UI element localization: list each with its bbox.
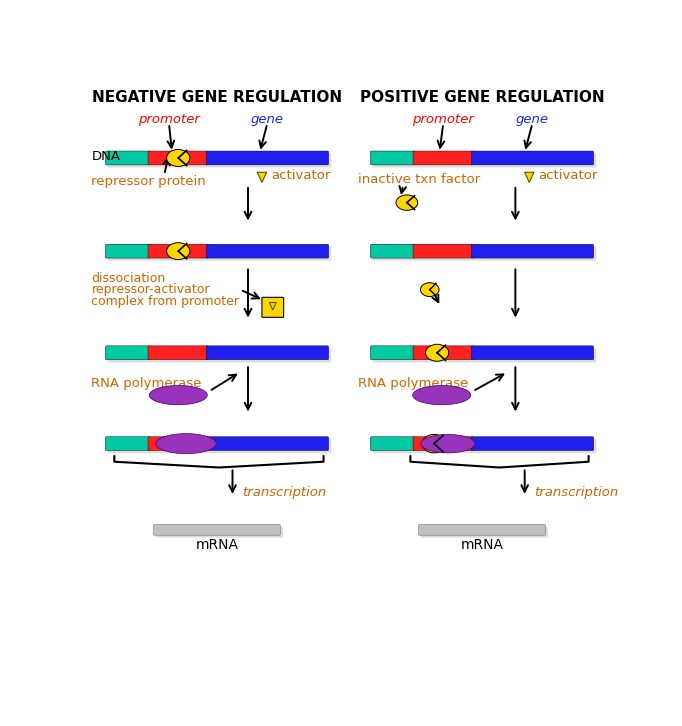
FancyBboxPatch shape xyxy=(206,346,329,359)
FancyBboxPatch shape xyxy=(153,524,280,535)
FancyBboxPatch shape xyxy=(471,437,593,451)
Ellipse shape xyxy=(149,386,207,405)
FancyBboxPatch shape xyxy=(413,151,473,165)
Text: transcription: transcription xyxy=(242,486,326,499)
Text: repressor protein: repressor protein xyxy=(91,174,206,187)
FancyBboxPatch shape xyxy=(148,346,209,359)
FancyBboxPatch shape xyxy=(471,151,593,165)
FancyBboxPatch shape xyxy=(419,524,546,535)
FancyBboxPatch shape xyxy=(106,346,150,359)
Text: transcription: transcription xyxy=(534,486,618,499)
Ellipse shape xyxy=(421,434,475,453)
FancyBboxPatch shape xyxy=(107,348,331,362)
Polygon shape xyxy=(257,172,267,182)
FancyBboxPatch shape xyxy=(106,437,150,451)
Ellipse shape xyxy=(426,344,449,362)
FancyBboxPatch shape xyxy=(370,346,415,359)
Ellipse shape xyxy=(413,386,471,405)
FancyBboxPatch shape xyxy=(421,527,548,537)
Text: inactive txn factor: inactive txn factor xyxy=(358,173,480,186)
Text: repressor-activator: repressor-activator xyxy=(91,283,210,296)
FancyBboxPatch shape xyxy=(372,348,596,362)
FancyBboxPatch shape xyxy=(262,298,284,317)
Text: complex from promoter: complex from promoter xyxy=(91,295,239,308)
Ellipse shape xyxy=(420,282,439,296)
FancyBboxPatch shape xyxy=(107,153,331,168)
Ellipse shape xyxy=(396,195,418,211)
FancyBboxPatch shape xyxy=(413,244,473,258)
Polygon shape xyxy=(524,172,534,182)
Ellipse shape xyxy=(166,242,190,260)
Text: NEGATIVE GENE REGULATION: NEGATIVE GENE REGULATION xyxy=(92,89,342,105)
Text: POSITIVE GENE REGULATION: POSITIVE GENE REGULATION xyxy=(359,89,604,105)
FancyBboxPatch shape xyxy=(413,437,473,451)
Text: dissociation: dissociation xyxy=(91,272,166,285)
Ellipse shape xyxy=(155,433,216,454)
FancyBboxPatch shape xyxy=(372,246,596,261)
FancyBboxPatch shape xyxy=(148,151,209,165)
Text: mRNA: mRNA xyxy=(460,538,503,552)
FancyBboxPatch shape xyxy=(372,153,596,168)
Text: promoter: promoter xyxy=(413,113,474,126)
Text: gene: gene xyxy=(516,113,549,126)
Text: gene: gene xyxy=(251,113,284,126)
FancyBboxPatch shape xyxy=(471,346,593,359)
FancyBboxPatch shape xyxy=(148,437,209,451)
FancyBboxPatch shape xyxy=(148,244,209,258)
FancyBboxPatch shape xyxy=(107,246,331,261)
Text: promoter: promoter xyxy=(138,113,200,126)
FancyBboxPatch shape xyxy=(372,439,596,453)
FancyBboxPatch shape xyxy=(471,244,593,258)
FancyBboxPatch shape xyxy=(155,527,283,537)
FancyBboxPatch shape xyxy=(370,151,415,165)
FancyBboxPatch shape xyxy=(206,244,329,258)
FancyBboxPatch shape xyxy=(370,244,415,258)
Ellipse shape xyxy=(166,150,190,166)
FancyBboxPatch shape xyxy=(370,437,415,451)
FancyBboxPatch shape xyxy=(206,437,329,451)
Ellipse shape xyxy=(422,434,445,453)
FancyBboxPatch shape xyxy=(206,151,329,165)
Text: mRNA: mRNA xyxy=(196,538,239,552)
Text: DNA: DNA xyxy=(91,150,121,163)
Text: activator: activator xyxy=(539,169,598,182)
Text: RNA polymerase: RNA polymerase xyxy=(358,377,469,390)
Text: activator: activator xyxy=(271,169,331,182)
FancyBboxPatch shape xyxy=(107,439,331,453)
Text: RNA polymerase: RNA polymerase xyxy=(91,377,202,390)
FancyBboxPatch shape xyxy=(413,346,473,359)
Polygon shape xyxy=(269,303,276,310)
FancyBboxPatch shape xyxy=(106,151,150,165)
FancyBboxPatch shape xyxy=(106,244,150,258)
